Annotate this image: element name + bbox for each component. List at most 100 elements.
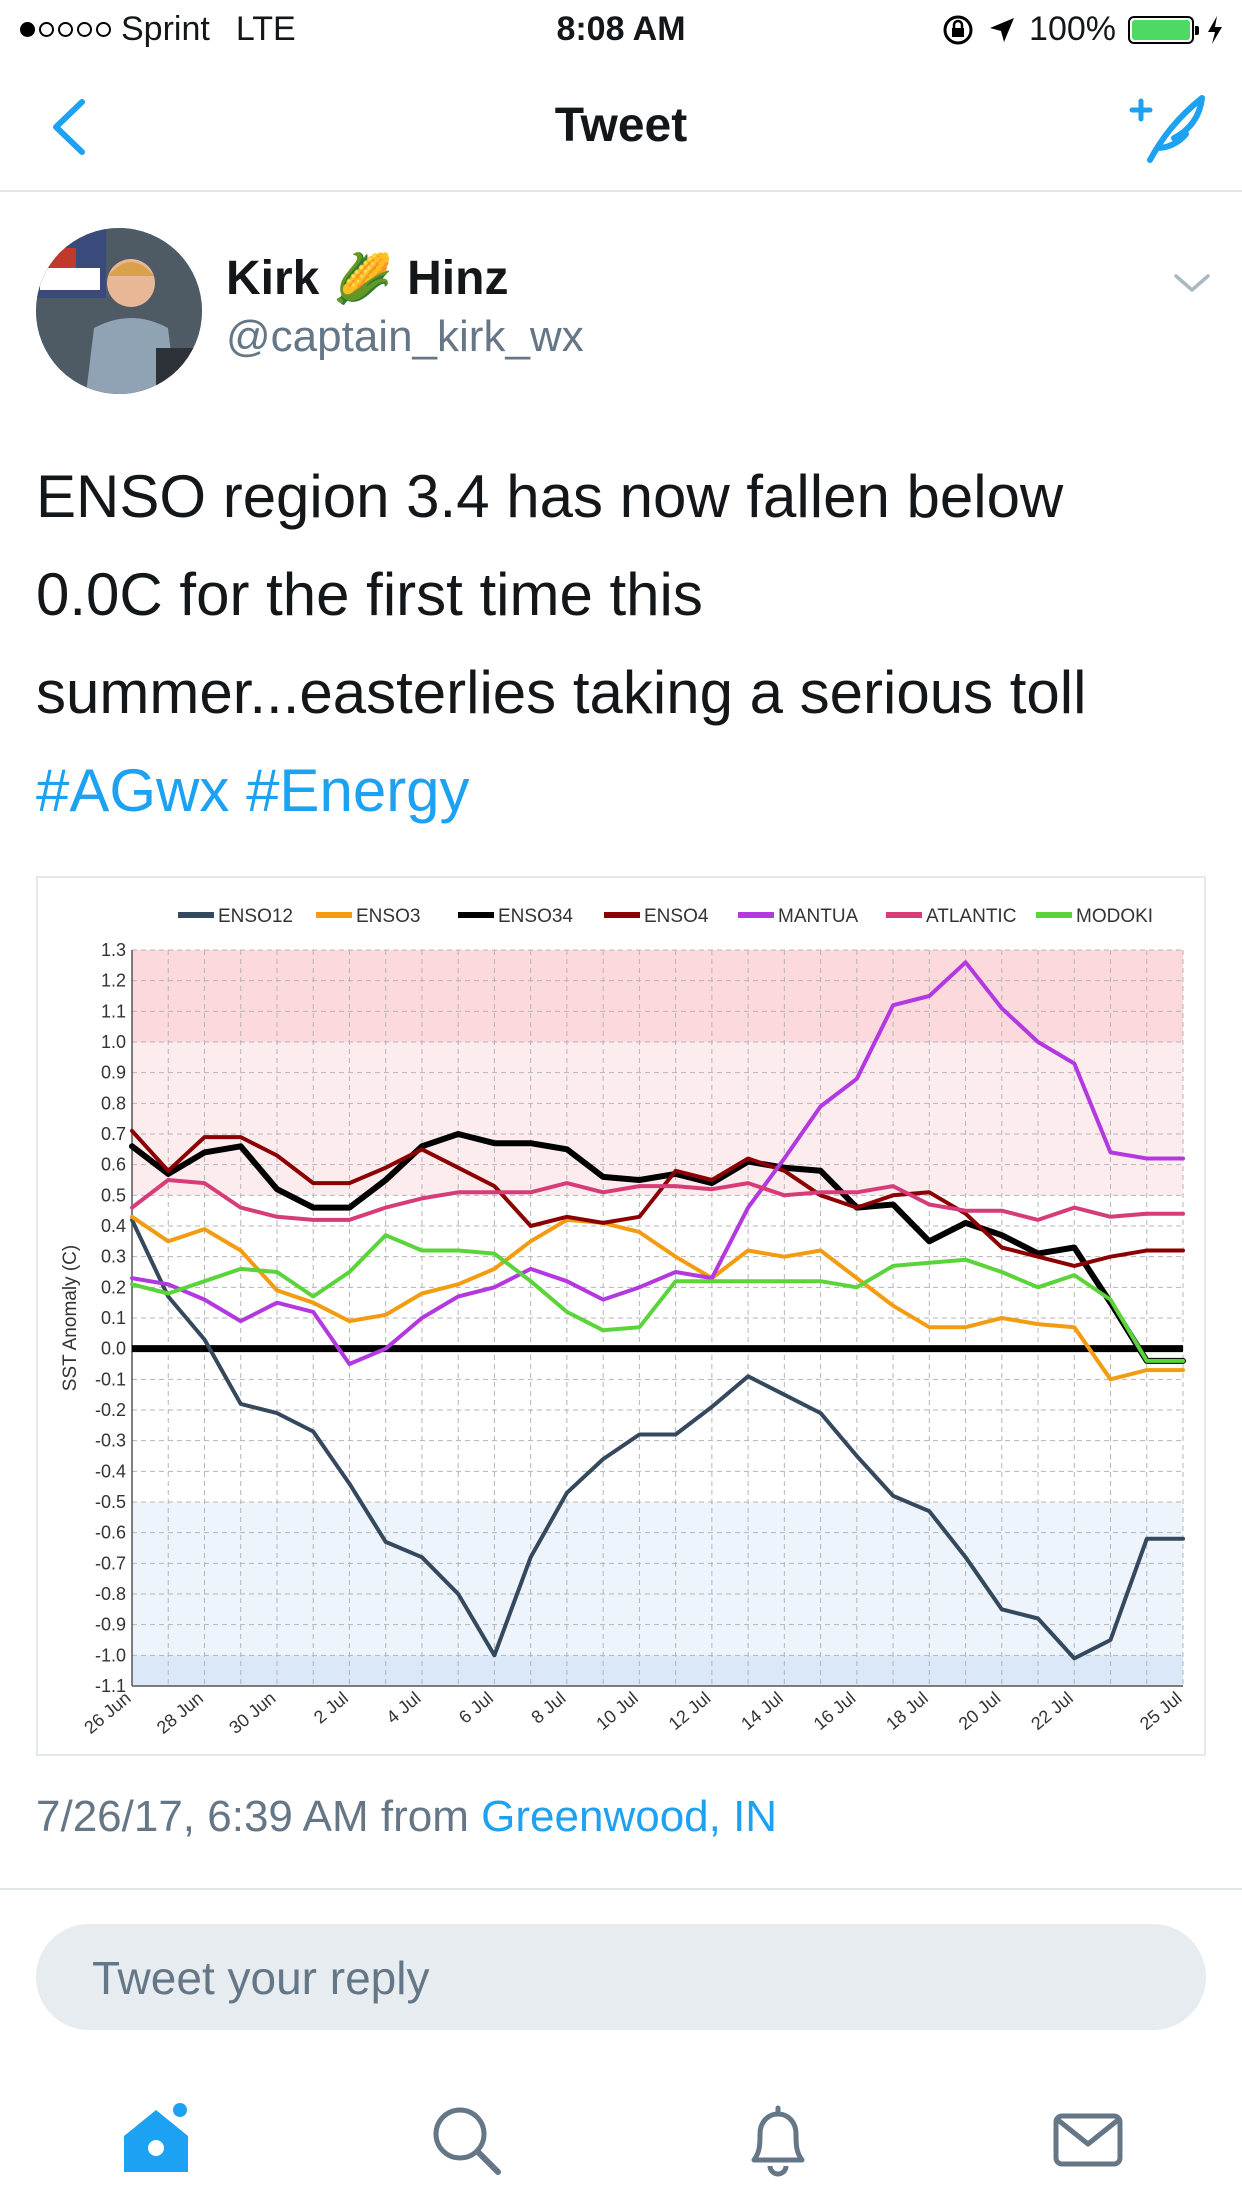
series-line-enso4 [130,1128,1185,1268]
series-line-enso12 [130,1217,1185,1661]
tweet-meta: 7/26/17, 6:39 AM from Greenwood, IN [36,1792,777,1842]
chart-y-tick-label: -0.9 [95,1615,126,1635]
user-handle[interactable]: @captain_kirk_wx [226,312,584,361]
orientation-lock-icon [943,15,973,44]
series-line-atlantic [130,1178,1185,1222]
chart-x-tick-label: 10 Jul [592,1688,642,1734]
series-line-enso3 [130,1214,1185,1382]
chevron-down-icon[interactable] [1172,268,1212,298]
chart-y-tick-label: 1.1 [101,1001,126,1021]
legend-label-enso4: ENSO4 [644,906,709,927]
user-name[interactable]: Kirk 🌽 Hinz [226,250,508,307]
tweet-timestamp: 7/26/17, 6:39 AM [36,1792,369,1841]
messages-icon[interactable] [1048,2100,1128,2180]
chart-y-tick-label: -0.7 [95,1553,126,1573]
avatar[interactable] [36,228,202,394]
legend-label-enso34: ENSO34 [498,906,573,927]
signal-dots-icon [20,22,111,37]
chart-y-tick-label: -1.0 [95,1645,126,1665]
chart-band-1 [132,1042,1183,1196]
chart-band-2 [132,1502,1183,1656]
legend-label-enso12: ENSO12 [218,906,293,927]
chart-x-tick-label: 14 Jul [737,1688,787,1734]
chart-y-tick-label: 0.1 [101,1308,126,1328]
chart-x-tick-label: 4 Jul [383,1688,425,1728]
user-first-name: Kirk [226,252,320,305]
chart-y-tick-label: 0.9 [101,1063,126,1083]
chart-y-tick-label: 0.5 [101,1185,126,1205]
reply-box[interactable] [36,1924,1206,2032]
battery-icon [1128,15,1199,44]
compose-tweet-icon[interactable] [1122,88,1212,168]
chart-y-tick-label: 1.3 [101,940,126,960]
page-title: Tweet [554,99,688,152]
chart-y-tick-label: 1.2 [101,971,126,991]
chevron-left-icon[interactable] [40,92,100,162]
chart-y-tick-label: 0.3 [101,1247,126,1267]
chart-y-tick-label: -0.2 [95,1400,126,1420]
from-label: from [380,1792,469,1841]
chart-x-tick-label: 2 Jul [310,1688,352,1728]
tweet-text-line-1: ENSO region 3.4 has now fallen below [36,463,1064,530]
tab-bar [0,2060,1242,2208]
chart-x-tick-label: 30 Jun [225,1688,279,1738]
reply-input[interactable] [90,1924,1154,2032]
location-arrow-icon [990,17,1015,42]
navigation-bar: Tweet [0,62,1242,192]
series-line-enso34 [129,1131,1186,1364]
chart-y-axis-label: SST Anomaly (C) [60,1245,81,1391]
chart-y-tick-label: 1.0 [101,1032,126,1052]
chart-y-tick-label: 0.4 [101,1216,126,1236]
hashtag-line: #AGwx #Energy [36,742,1216,840]
enso-chart: 1.3 1.2 1.1 1.0 0.9 0.8 0.7 0.6 0.5 0.4 0.3 0.2 0.1 0… [60,906,1186,1738]
legend-label-enso3: ENSO3 [356,906,420,927]
legend-label-modoki: MODOKI [1076,906,1153,927]
status-time: 8:08 AM [556,10,686,48]
chart-image[interactable]: 1.3 1.2 1.1 1.0 0.9 0.8 0.7 0.6 0.5 0.4 0.3 0.2 0.1 0… [36,876,1206,1756]
status-bar: Sprint LTE 8:08 AM 100% [0,0,1242,62]
series-line-mantua [130,960,1185,1366]
chart-y-tick-label: -0.4 [95,1461,126,1481]
series-line-modoki [130,1233,1185,1363]
tweet-text-line-3: summer...easterlies taking a serious tol… [36,659,1087,726]
hashtag-agwx[interactable]: #AGwx [36,757,230,824]
chart-band-0 [132,950,1183,1042]
carrier-label: Sprint [121,10,210,48]
chart-y-tick-label: -0.8 [95,1584,126,1604]
battery-percent: 100% [1029,10,1116,48]
notifications-icon[interactable] [738,2100,818,2180]
chart-band-3 [132,1655,1183,1686]
legend-label-atlantic: ATLANTIC [926,906,1016,927]
chart-y-tick-label: -0.6 [95,1523,126,1543]
chart-y-tick-label: -0.3 [95,1431,126,1451]
tweet-text: ENSO region 3.4 has now fallen below 0.0… [36,448,1216,840]
status-right: 100% [941,10,1224,49]
chart-y-tick-label: 0.2 [101,1277,126,1297]
legend-label-mantua: MANTUA [778,906,859,927]
chart-y-tick-label: -0.1 [95,1369,126,1389]
chart-y-tick-label: -0.5 [95,1492,126,1512]
home-icon[interactable] [116,2100,196,2180]
tweet-location-link[interactable]: Greenwood, IN [481,1792,778,1841]
chart-y-tick-label: 0.6 [101,1155,126,1175]
chart-x-tick-label: 20 Jul [955,1688,1005,1734]
chart-x-tick-label: 25 Jul [1136,1688,1186,1734]
user-last-name: Hinz [407,252,509,305]
chart-x-tick-label: 28 Jun [153,1688,207,1738]
charging-bolt-icon [1208,15,1222,44]
divider [0,1888,1242,1890]
chart-x-tick-label: 18 Jul [882,1688,932,1734]
chart-x-tick-label: 8 Jul [527,1688,569,1728]
status-left: Sprint LTE [20,10,296,49]
chart-y-tick-label: 0.0 [101,1339,126,1359]
chart-x-tick-label: 6 Jul [455,1688,497,1728]
hashtag-energy[interactable]: #Energy [246,757,470,824]
chart-y-tick-label: 0.7 [101,1124,126,1144]
chart-x-tick-label: 22 Jul [1027,1688,1077,1734]
corn-emoji: 🌽 [333,253,394,306]
chart-x-tick-label: 16 Jul [810,1688,860,1734]
chart-x-tick-label: 12 Jul [665,1688,715,1734]
chart-y-tick-label: -1.1 [95,1676,126,1696]
tweet-text-line-2: 0.0C for the first time this [36,561,703,628]
search-icon[interactable] [426,2100,506,2180]
